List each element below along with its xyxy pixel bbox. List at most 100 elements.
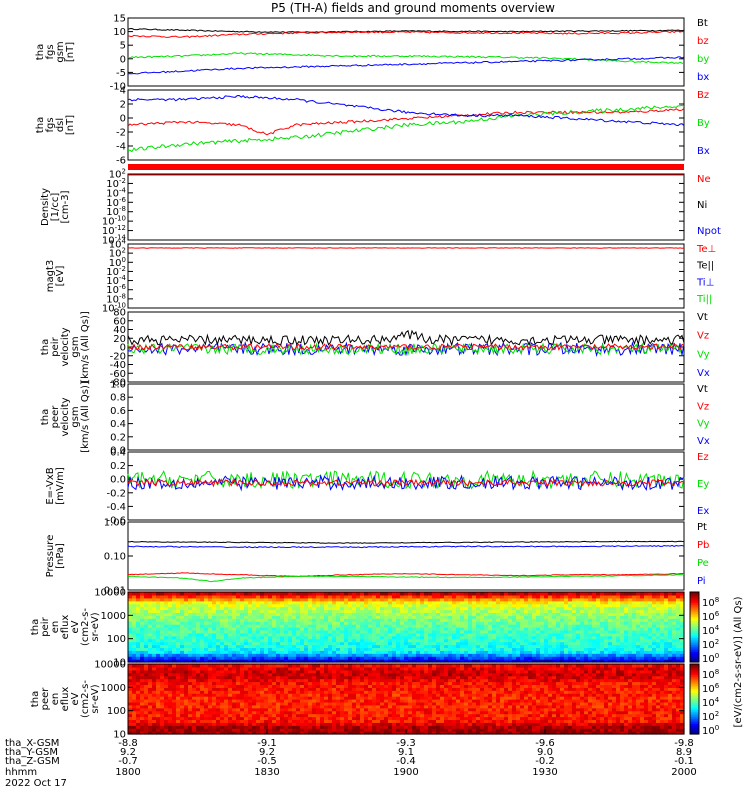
spectrogram-cell [128, 615, 133, 619]
spectrogram-cell [604, 644, 609, 649]
spectrogram-cell [360, 621, 365, 625]
spectrogram-cell [244, 710, 249, 715]
spectrogram-cell [468, 635, 473, 640]
spectrogram-cell [280, 644, 285, 649]
spectrogram-cell [200, 597, 205, 602]
spectrogram-cell [520, 612, 525, 616]
spectrogram-cell [252, 644, 257, 649]
spectrogram-cell [188, 693, 193, 697]
spectrogram-cell [552, 621, 557, 625]
spectrogram-cell [184, 713, 189, 718]
spectrogram-cell [152, 606, 157, 611]
spectrogram-cell [244, 624, 249, 628]
spectrogram-cell [296, 644, 301, 649]
spectrogram-cell [500, 603, 505, 608]
spectrogram-cell [392, 653, 397, 657]
spectrogram-cell [232, 704, 237, 709]
spectrogram-cell [236, 725, 241, 729]
spectrogram-cell [356, 653, 361, 657]
spectrogram-cell [328, 629, 333, 634]
series-Ey [127, 469, 685, 490]
spectrogram-cell [568, 603, 573, 608]
spectrogram-cell [272, 644, 277, 649]
spectrogram-cell [288, 627, 293, 631]
spectrogram-cell [664, 641, 669, 646]
spectrogram-cell [652, 592, 657, 596]
spectrogram-cell [156, 666, 161, 671]
spectrogram-cell [556, 603, 561, 608]
spectrogram-cell [324, 632, 329, 637]
spectrogram-cell [172, 696, 177, 700]
spectrogram-cell [236, 627, 241, 631]
spectrogram-cell [440, 618, 445, 622]
spectrogram-cell [264, 716, 269, 721]
spectrogram-cell [180, 603, 185, 608]
spectrogram-cell [540, 627, 545, 631]
spectrogram-cell [132, 699, 137, 703]
spectrogram-cell [560, 597, 565, 602]
spectrogram-cell [452, 635, 457, 640]
spectrogram-cell [268, 666, 273, 671]
spectrogram-cell [376, 644, 381, 649]
spectrogram-cell [500, 597, 505, 602]
spectrogram-cell [248, 606, 253, 611]
spectrogram-cell [336, 704, 341, 709]
spectrogram-cell [148, 675, 153, 680]
spectrogram-cell [308, 618, 313, 622]
spectrogram-cell [312, 716, 317, 721]
spectrogram-cell [228, 603, 233, 608]
spectrogram-cell [320, 704, 325, 709]
spectrogram-cell [656, 656, 661, 660]
spectrogram-cell [476, 647, 481, 651]
spectrogram-cell [308, 672, 313, 677]
spectrogram-cell [496, 618, 501, 622]
spectrogram-cell [348, 644, 353, 649]
spectrogram-cell [260, 609, 265, 614]
spectrogram-cell [552, 641, 557, 646]
spectrogram-cell [356, 644, 361, 649]
spectrogram-cell [276, 597, 281, 602]
spectrogram-cell [608, 594, 613, 599]
spectrogram-cell [596, 627, 601, 631]
spectrogram-cell [268, 635, 273, 640]
spectrogram-cell [576, 638, 581, 643]
spectrogram-cell [544, 644, 549, 649]
spectrogram-cell [296, 635, 301, 640]
spectrogram-cell [196, 603, 201, 608]
spectrogram-cell [168, 621, 173, 625]
spectrogram-cell [632, 629, 637, 634]
spectrogram-cell [600, 615, 605, 619]
spectrogram-cell [568, 627, 573, 631]
spectrogram-cell [264, 597, 269, 602]
spectrogram-cell [408, 597, 413, 602]
spectrogram-cell [380, 592, 385, 596]
spectrogram-cell [216, 716, 221, 721]
spectrogram-cell [320, 618, 325, 622]
spectrogram-cell [312, 615, 317, 619]
spectrogram-cell [312, 650, 317, 654]
spectrogram-cell [644, 621, 649, 625]
spectrogram-cell [680, 632, 685, 637]
spectrogram-cell [260, 681, 265, 686]
spectrogram-cell [336, 592, 341, 596]
spectrogram-cell [228, 650, 233, 654]
spectrogram-cell [160, 650, 165, 654]
spectrogram-cell [228, 699, 233, 703]
spectrogram-cell [344, 696, 349, 700]
spectrogram-cell [328, 731, 333, 735]
spectrogram-cell [180, 728, 185, 732]
spectrogram-cell [136, 641, 141, 646]
spectrogram-cell [236, 629, 241, 634]
spectrogram-cell [640, 641, 645, 646]
spectrogram-cell [600, 609, 605, 614]
spectrogram-cell [172, 687, 177, 691]
spectrogram-cell [328, 713, 333, 718]
spectrogram-cell [572, 615, 577, 619]
spectrogram-cell [312, 719, 317, 723]
spectrogram-cell [296, 650, 301, 654]
spectrogram-cell [476, 621, 481, 625]
spectrogram-cell [464, 644, 469, 649]
spectrogram-cell [324, 675, 329, 680]
spectrogram-cell [140, 693, 145, 697]
spectrogram-cell [332, 638, 337, 643]
